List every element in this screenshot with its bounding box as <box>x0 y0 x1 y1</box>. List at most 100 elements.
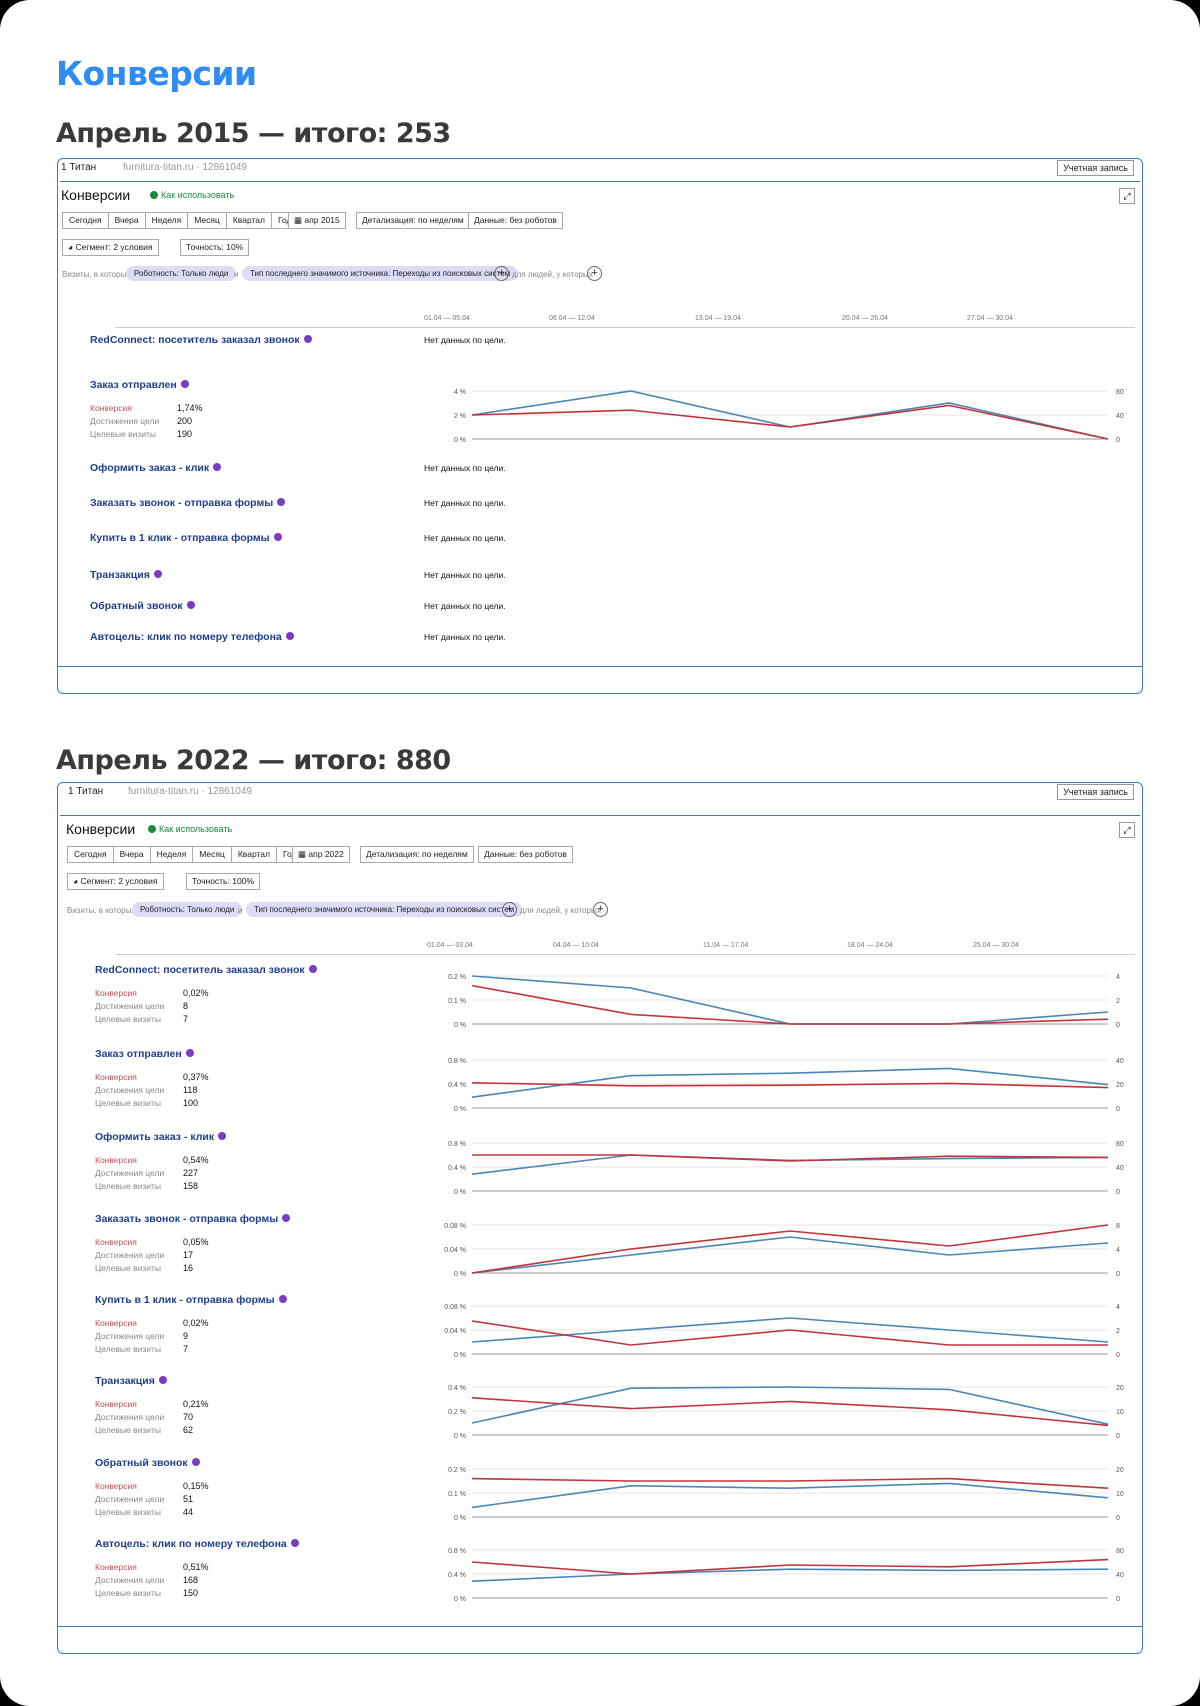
goal-name[interactable]: Транзакция <box>95 1375 167 1387</box>
detail-select[interactable]: Детализация: по неделям <box>356 212 470 229</box>
date-button[interactable]: ▦ апр 2015 <box>288 212 346 229</box>
metric-label-visits: Целевые визиты <box>95 1507 162 1517</box>
right-tick-label: 0 <box>1116 437 1120 444</box>
goal-name-label[interactable]: Купить в 1 клик - отправка формы <box>90 532 270 544</box>
metric-label-reach: Достижения цели <box>95 1001 165 1011</box>
goal-name-label[interactable]: Автоцель: клик по номеру телефона <box>90 631 282 643</box>
expand-icon[interactable]: ⤢ <box>1119 188 1135 204</box>
segment-select[interactable]: ◕ Сегмент: 2 условия <box>62 239 159 256</box>
accuracy-select[interactable]: Точность: 10% <box>180 239 250 256</box>
left-tick-label: 0 % <box>454 1515 466 1522</box>
info-icon <box>290 1539 299 1547</box>
left-tick-label: 0.8 % <box>448 1548 466 1555</box>
account-button[interactable]: Учетная запись <box>1057 160 1134 176</box>
add-people-filter-button[interactable]: + <box>593 902 608 917</box>
right-tick-label: 80 <box>1116 389 1124 396</box>
goal-chart: 0.2 % 4 0.1 % 2 0 % 0 <box>448 974 1120 1029</box>
metric-value-reach: 200 <box>177 416 193 426</box>
filter-and: и <box>234 270 239 279</box>
period-button[interactable]: Квартал <box>226 212 272 229</box>
info-icon <box>148 825 156 833</box>
data-mode-select[interactable]: Данные: без роботов <box>468 212 563 229</box>
counter-selector[interactable]: 1 Титан <box>61 162 97 173</box>
red-series-line <box>472 1154 1109 1162</box>
no-data-text: Нет данных по цели. <box>424 498 506 508</box>
goal-name-label[interactable]: Оформить заказ - клик <box>95 1131 215 1143</box>
goal-name[interactable]: Заказать звонок - отправка формы <box>90 497 286 509</box>
left-tick-label: 0.2 % <box>448 1409 466 1416</box>
goal-name[interactable]: Обратный звонок <box>95 1457 200 1469</box>
goal-name[interactable]: Заказ отправлен <box>90 379 189 391</box>
counter-selector[interactable]: 1 Титан <box>68 786 104 797</box>
no-data-text: Нет данных по цели. <box>424 335 506 345</box>
date-button[interactable]: ▦ апр 2022 <box>292 846 350 863</box>
how-to-use-link[interactable]: Как использовать <box>150 190 234 200</box>
filter-source-pill[interactable]: Тип последнего значимого источника: Пере… <box>246 902 523 917</box>
add-people-filter-button[interactable]: + <box>587 266 602 281</box>
period-button[interactable]: Сегодня <box>62 212 109 229</box>
filter-robot-pill[interactable]: Роботность: Только люди <box>132 902 243 917</box>
goal-name-label[interactable]: RedConnect: посетитель заказал звонок <box>90 334 300 346</box>
right-tick-label: 0 <box>1116 1515 1120 1522</box>
right-tick-label: 40 <box>1116 1058 1124 1065</box>
goal-name-label[interactable]: RedConnect: посетитель заказал звонок <box>95 964 305 976</box>
goal-name-label[interactable]: Автоцель: клик по номеру телефона <box>95 1538 287 1550</box>
right-tick-label: 10 <box>1116 1409 1124 1416</box>
accuracy-select[interactable]: Точность: 100% <box>186 873 260 890</box>
period-button[interactable]: Месяц <box>193 846 232 863</box>
goal-name[interactable]: Обратный звонок <box>90 600 195 612</box>
goal-name[interactable]: Заказ отправлен <box>95 1048 194 1060</box>
metric-value-reach: 168 <box>183 1575 199 1585</box>
add-filter-button[interactable]: + <box>494 266 509 281</box>
report-footer <box>58 1626 1142 1653</box>
goal-name[interactable]: RedConnect: посетитель заказал звонок <box>90 334 312 346</box>
how-to-use-link[interactable]: Как использовать <box>148 824 232 834</box>
goal-name[interactable]: Купить в 1 клик - отправка формы <box>95 1294 287 1306</box>
goal-name-label[interactable]: Оформить заказ - клик <box>90 462 210 474</box>
goal-name-label[interactable]: Заказ отправлен <box>95 1048 182 1060</box>
pie-icon: ◕ <box>68 242 76 252</box>
data-mode-select[interactable]: Данные: без роботов <box>478 846 573 863</box>
goal-name[interactable]: Автоцель: клик по номеру телефона <box>95 1538 299 1550</box>
goal-name-label[interactable]: Транзакция <box>90 569 150 581</box>
metric-value-conv: 0,05% <box>183 1237 209 1247</box>
goal-name[interactable]: Автоцель: клик по номеру телефона <box>90 631 294 643</box>
period-button[interactable]: Вчера <box>113 846 151 863</box>
goal-name[interactable]: Транзакция <box>90 569 162 581</box>
period-button[interactable]: Вчера <box>108 212 146 229</box>
right-tick-label: 4 <box>1116 974 1120 981</box>
goal-name[interactable]: Заказать звонок - отправка формы <box>95 1213 291 1225</box>
metric-value-reach: 9 <box>183 1331 189 1341</box>
goal-name-label[interactable]: Заказать звонок - отправка формы <box>95 1213 279 1225</box>
segment-select[interactable]: ◕ Сегмент: 2 условия <box>67 873 164 890</box>
metric-label-visits: Целевые визиты <box>95 1344 162 1354</box>
goal-name-label[interactable]: Заказать звонок - отправка формы <box>90 497 274 509</box>
goal-name-label[interactable]: Купить в 1 клик - отправка формы <box>95 1294 275 1306</box>
goal-name-label[interactable]: Заказ отправлен <box>90 379 177 391</box>
filter-robot-pill[interactable]: Роботность: Только люди <box>126 266 237 281</box>
filter-source-pill[interactable]: Тип последнего значимого источника: Пере… <box>242 266 519 281</box>
period-label: 25.04 — 30.04 <box>973 942 1019 949</box>
add-filter-button[interactable]: + <box>502 902 517 917</box>
metric-label-reach: Достижения цели <box>95 1575 165 1585</box>
detail-select[interactable]: Детализация: по неделям <box>360 846 474 863</box>
period-button[interactable]: Неделя <box>150 846 194 863</box>
expand-icon[interactable]: ⤢ <box>1119 822 1135 838</box>
account-button[interactable]: Учетная запись <box>1057 784 1134 800</box>
right-tick-label: 0 <box>1116 1189 1120 1196</box>
goal-name-label[interactable]: Обратный звонок <box>95 1457 188 1469</box>
period-button[interactable]: Месяц <box>188 212 227 229</box>
goal-name[interactable]: RedConnect: посетитель заказал звонок <box>95 964 317 976</box>
goal-name[interactable]: Оформить заказ - клик <box>90 462 222 474</box>
goal-name-label[interactable]: Транзакция <box>95 1375 155 1387</box>
period-label: 11.04 — 17.04 <box>703 942 749 949</box>
goal-name[interactable]: Купить в 1 клик - отправка формы <box>90 532 282 544</box>
period-button[interactable]: Сегодня <box>67 846 114 863</box>
metric-value-conv: 0,15% <box>183 1481 209 1491</box>
right-tick-label: 80 <box>1116 1548 1124 1555</box>
goal-chart: 0.8 % 40 0.4 % 20 0 % 0 <box>448 1058 1124 1113</box>
goal-name-label[interactable]: Обратный звонок <box>90 600 183 612</box>
period-button[interactable]: Неделя <box>145 212 189 229</box>
goal-name[interactable]: Оформить заказ - клик <box>95 1131 227 1143</box>
period-button[interactable]: Квартал <box>231 846 277 863</box>
